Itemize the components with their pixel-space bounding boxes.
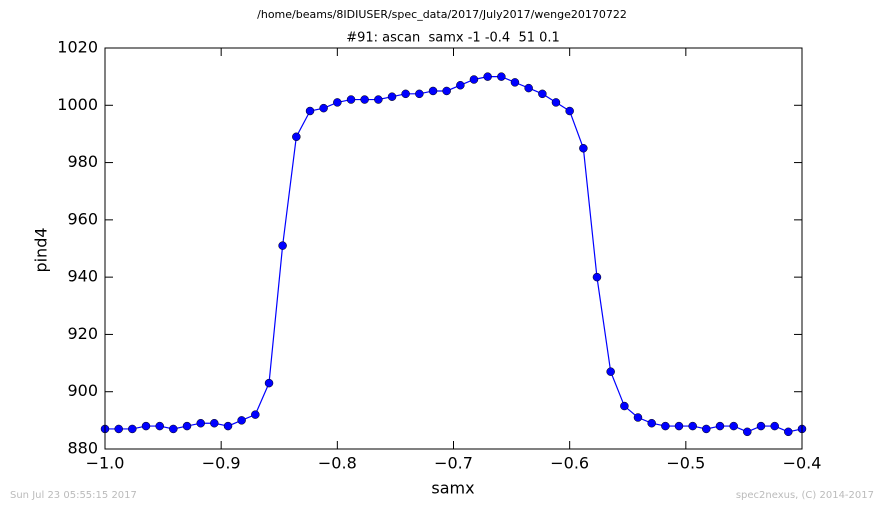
data-point [633, 413, 643, 422]
suptitle: /home/beams/8IDIUSER/spec_data/2017/July… [257, 8, 627, 21]
x-tick-label: −0.9 [202, 454, 241, 473]
data-point [620, 401, 629, 411]
data-point [141, 421, 151, 431]
data-point [497, 72, 506, 81]
footer-right: spec2nexus, (C) 2014-2017 [736, 490, 874, 501]
data-point [128, 424, 137, 434]
data-point [551, 98, 561, 107]
data-point [456, 80, 465, 90]
data-point [674, 421, 684, 431]
data-point [182, 421, 192, 431]
data-point [442, 86, 451, 96]
data-point [538, 89, 547, 99]
y-tick-label: 940 [67, 267, 98, 286]
data-point [579, 144, 588, 153]
x-axis-label: samx [431, 479, 474, 498]
x-tick-label: −0.4 [783, 454, 822, 473]
data-point [770, 421, 779, 431]
data-point [469, 75, 479, 84]
data-point [715, 421, 725, 431]
y-tick-label: 880 [67, 439, 98, 458]
data-point [333, 98, 342, 107]
plot-frame [104, 47, 803, 450]
data-point [592, 272, 602, 282]
data-point [415, 89, 424, 99]
y-axis-label: pind4 [32, 227, 51, 272]
data-point [114, 424, 123, 434]
data-point [702, 424, 711, 434]
data-point [155, 421, 164, 431]
y-tick-label: 1020 [57, 38, 98, 57]
data-point [524, 83, 533, 93]
chart-title: #91: ascan samx -1 -0.4 51 0.1 [346, 31, 560, 46]
data-point [237, 416, 246, 425]
x-tick-label: −0.7 [434, 454, 473, 473]
y-tick-label: 980 [67, 152, 98, 171]
data-point [428, 86, 438, 96]
x-tick-label: −1.0 [86, 454, 125, 473]
data-point [196, 418, 205, 428]
data-point [169, 424, 178, 434]
data-point [346, 95, 356, 104]
y-tick-label: 960 [67, 209, 98, 228]
data-point [305, 106, 315, 116]
data-point [387, 92, 397, 101]
data-point [483, 72, 492, 81]
data-point [278, 241, 287, 250]
x-tick-label: −0.8 [318, 454, 357, 473]
data-point [223, 421, 233, 431]
data-point [360, 95, 369, 104]
y-tick-label: 920 [67, 324, 98, 343]
series-line [105, 76, 803, 433]
data-point [743, 427, 752, 437]
data-point [210, 418, 219, 428]
data-point [661, 421, 670, 431]
data-point [688, 421, 697, 431]
data-point [647, 418, 656, 428]
footer-left: Sun Jul 23 05:55:15 2017 [10, 490, 137, 501]
data-point [565, 106, 574, 116]
data-point [784, 427, 793, 437]
data-point [374, 95, 383, 104]
data-point [729, 421, 738, 431]
data-point [251, 410, 260, 419]
data-point [292, 132, 301, 142]
data-point [319, 103, 328, 113]
data-point [264, 378, 274, 388]
y-tick-label: 1000 [57, 95, 98, 114]
data-point [401, 89, 410, 99]
x-tick-label: −0.5 [666, 454, 705, 473]
y-tick-label: 900 [67, 381, 98, 400]
data-point [756, 421, 766, 431]
data-point [510, 78, 520, 87]
x-tick-label: −0.6 [550, 454, 589, 473]
data-point [606, 367, 615, 376]
